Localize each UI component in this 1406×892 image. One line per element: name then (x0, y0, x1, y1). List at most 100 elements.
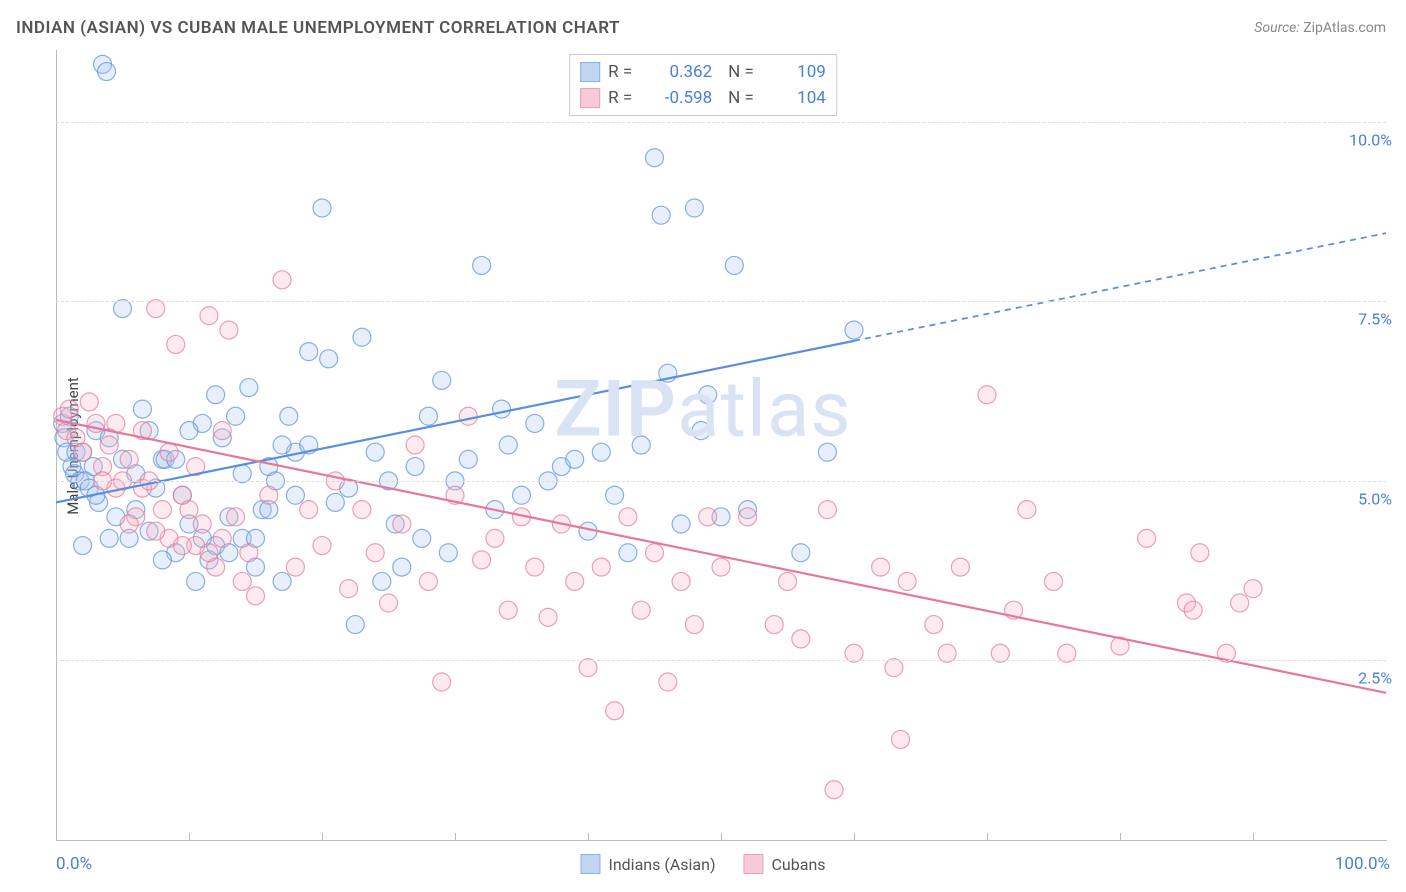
data-point-indians (672, 515, 690, 533)
data-point-cubans (951, 558, 969, 576)
data-point-cubans (978, 386, 996, 404)
gridline-horizontal (56, 122, 1386, 123)
data-point-cubans (120, 450, 138, 468)
data-point-indians (187, 572, 205, 590)
data-point-cubans (366, 544, 384, 562)
data-point-indians (473, 256, 491, 274)
scatter-svg (56, 50, 1386, 840)
y-tick-label: 7.5% (1358, 310, 1392, 329)
data-point-cubans (147, 522, 165, 540)
gridline-horizontal (56, 301, 1386, 302)
data-point-cubans (200, 307, 218, 325)
data-point-indians (313, 199, 331, 217)
data-point-indians (273, 572, 291, 590)
x-axis-max-label: 100.0% (1335, 854, 1390, 874)
data-point-cubans (459, 407, 477, 425)
data-point-cubans (286, 558, 304, 576)
data-point-cubans (1244, 580, 1262, 598)
data-point-cubans (606, 702, 624, 720)
x-tick (588, 833, 589, 841)
data-point-indians (652, 206, 670, 224)
data-point-indians (413, 529, 431, 547)
data-point-indians (393, 558, 411, 576)
data-point-indians (606, 486, 624, 504)
x-tick (1120, 833, 1121, 841)
n-value: 109 (762, 62, 826, 82)
data-point-cubans (699, 508, 717, 526)
n-value: 104 (762, 88, 826, 108)
data-point-cubans (1018, 501, 1036, 519)
data-point-cubans (632, 601, 650, 619)
data-point-cubans (406, 436, 424, 454)
r-value: -0.598 (648, 88, 712, 108)
r-value: 0.362 (648, 62, 712, 82)
data-point-cubans (180, 501, 198, 519)
y-tick-label: 2.5% (1358, 669, 1392, 688)
n-label: N = (728, 88, 754, 108)
y-tick-label: 5.0% (1358, 489, 1392, 508)
stats-legend: R =0.362N =109R =-0.598N =104 (569, 54, 837, 116)
data-point-cubans (80, 393, 98, 411)
data-point-indians (592, 443, 610, 461)
data-point-cubans (646, 544, 664, 562)
x-tick (1253, 833, 1254, 841)
data-point-indians (632, 436, 650, 454)
data-point-indians (692, 422, 710, 440)
data-point-cubans (739, 508, 757, 526)
data-point-indians (240, 379, 258, 397)
data-point-cubans (393, 515, 411, 533)
data-point-indians (280, 407, 298, 425)
data-point-indians (346, 616, 364, 634)
data-point-cubans (526, 558, 544, 576)
chart-title: INDIAN (ASIAN) VS CUBAN MALE UNEMPLOYMEN… (16, 18, 620, 38)
x-tick (854, 833, 855, 841)
data-point-indians (685, 199, 703, 217)
data-point-indians (273, 436, 291, 454)
stats-row-cubans: R =-0.598N =104 (580, 85, 826, 111)
data-point-indians (439, 544, 457, 562)
data-point-cubans (120, 515, 138, 533)
x-tick (455, 833, 456, 841)
data-point-cubans (200, 544, 218, 562)
data-point-cubans (247, 587, 265, 605)
x-tick (189, 833, 190, 841)
data-point-cubans (419, 572, 437, 590)
data-point-cubans (60, 400, 78, 418)
data-point-cubans (892, 730, 910, 748)
data-point-cubans (898, 572, 916, 590)
data-point-indians (74, 537, 92, 555)
source-citation: Source: ZipAtlas.com (1254, 20, 1386, 36)
x-tick (721, 833, 722, 841)
data-point-cubans (1138, 529, 1156, 547)
data-point-cubans (260, 486, 278, 504)
data-point-cubans (872, 558, 890, 576)
data-point-indians (373, 572, 391, 590)
data-point-cubans (340, 580, 358, 598)
n-label: N = (728, 62, 754, 82)
data-point-cubans (1184, 601, 1202, 619)
legend-swatch-icon (580, 88, 600, 108)
data-point-cubans (153, 501, 171, 519)
gridline-horizontal (56, 660, 1386, 661)
data-point-indians (646, 149, 664, 167)
gridline-horizontal (56, 481, 1386, 482)
data-point-cubans (792, 630, 810, 648)
data-point-cubans (213, 529, 231, 547)
data-point-cubans (499, 601, 517, 619)
data-point-cubans (592, 558, 610, 576)
data-point-indians (459, 450, 477, 468)
data-point-indians (100, 529, 118, 547)
data-point-indians (845, 321, 863, 339)
trend-line-dashed-indians (854, 233, 1386, 341)
data-point-cubans (566, 572, 584, 590)
data-point-cubans (685, 616, 703, 634)
chart-container: INDIAN (ASIAN) VS CUBAN MALE UNEMPLOYMEN… (0, 0, 1406, 892)
data-point-indians (513, 486, 531, 504)
data-point-cubans (779, 572, 797, 590)
data-point-cubans (193, 515, 211, 533)
source-value: ZipAtlas.com (1303, 20, 1386, 36)
data-point-indians (227, 407, 245, 425)
data-point-cubans (227, 508, 245, 526)
data-point-cubans (1231, 594, 1249, 612)
stats-row-indians: R =0.362N =109 (580, 59, 826, 85)
